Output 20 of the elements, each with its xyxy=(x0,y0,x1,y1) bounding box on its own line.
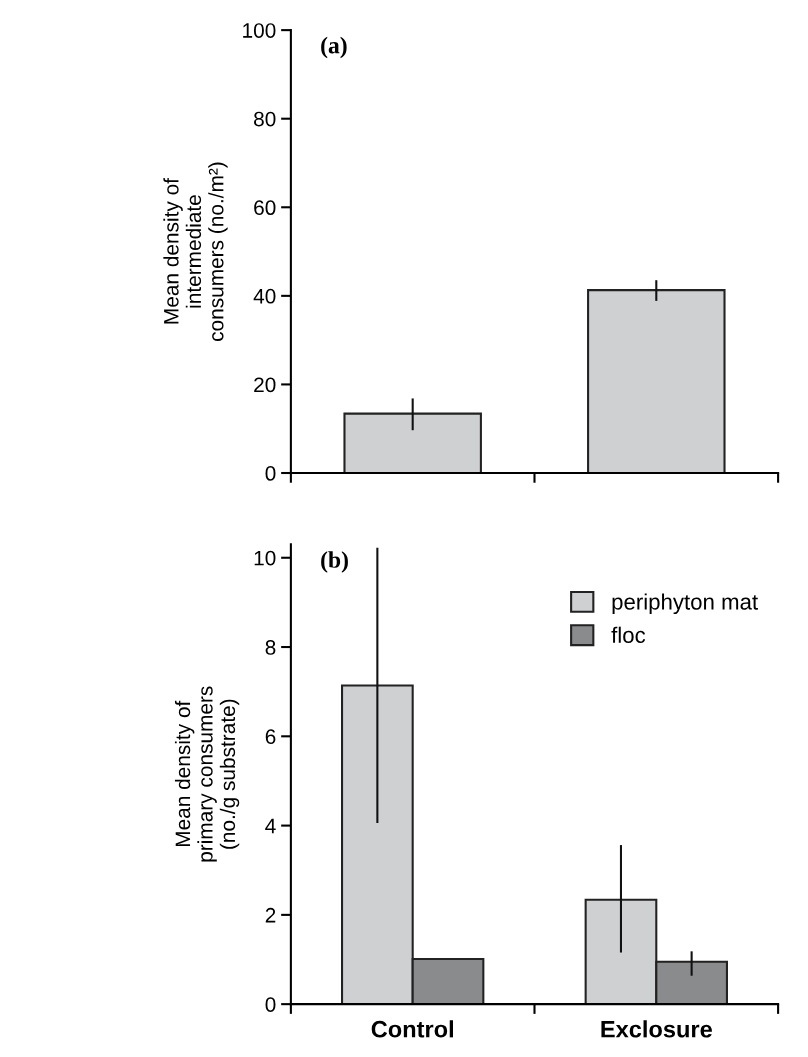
y-tick-label: 0 xyxy=(265,997,276,1012)
legend-label: periphyton mat xyxy=(612,593,758,615)
y-tick-label: 60 xyxy=(254,200,276,216)
y-axis-title: Mean density of intermediate consumers (no./m²) xyxy=(163,162,228,341)
y-tick-label: 10 xyxy=(254,550,276,566)
y-tick-label: 0 xyxy=(265,466,276,481)
y-tick-label: 40 xyxy=(253,288,276,304)
annotation: (b) xyxy=(321,551,348,573)
y-tick-label: 4 xyxy=(265,818,276,834)
y-axis-title: Mean density of primary consumers (no./g substrate) xyxy=(174,686,240,862)
y-tick-label: 2 xyxy=(265,907,276,923)
annotation: (a) xyxy=(321,36,347,59)
y-tick-label: 100 xyxy=(243,23,276,38)
x-tick-label: Exclosure xyxy=(601,1020,712,1038)
x-tick-label: Control xyxy=(371,1020,453,1038)
y-tick-label: 8 xyxy=(265,640,276,655)
y-tick-label: 6 xyxy=(265,729,276,745)
y-tick-label: 20 xyxy=(254,377,276,393)
legend-label: floc xyxy=(611,626,646,643)
y-tick-label: 80 xyxy=(254,111,276,127)
